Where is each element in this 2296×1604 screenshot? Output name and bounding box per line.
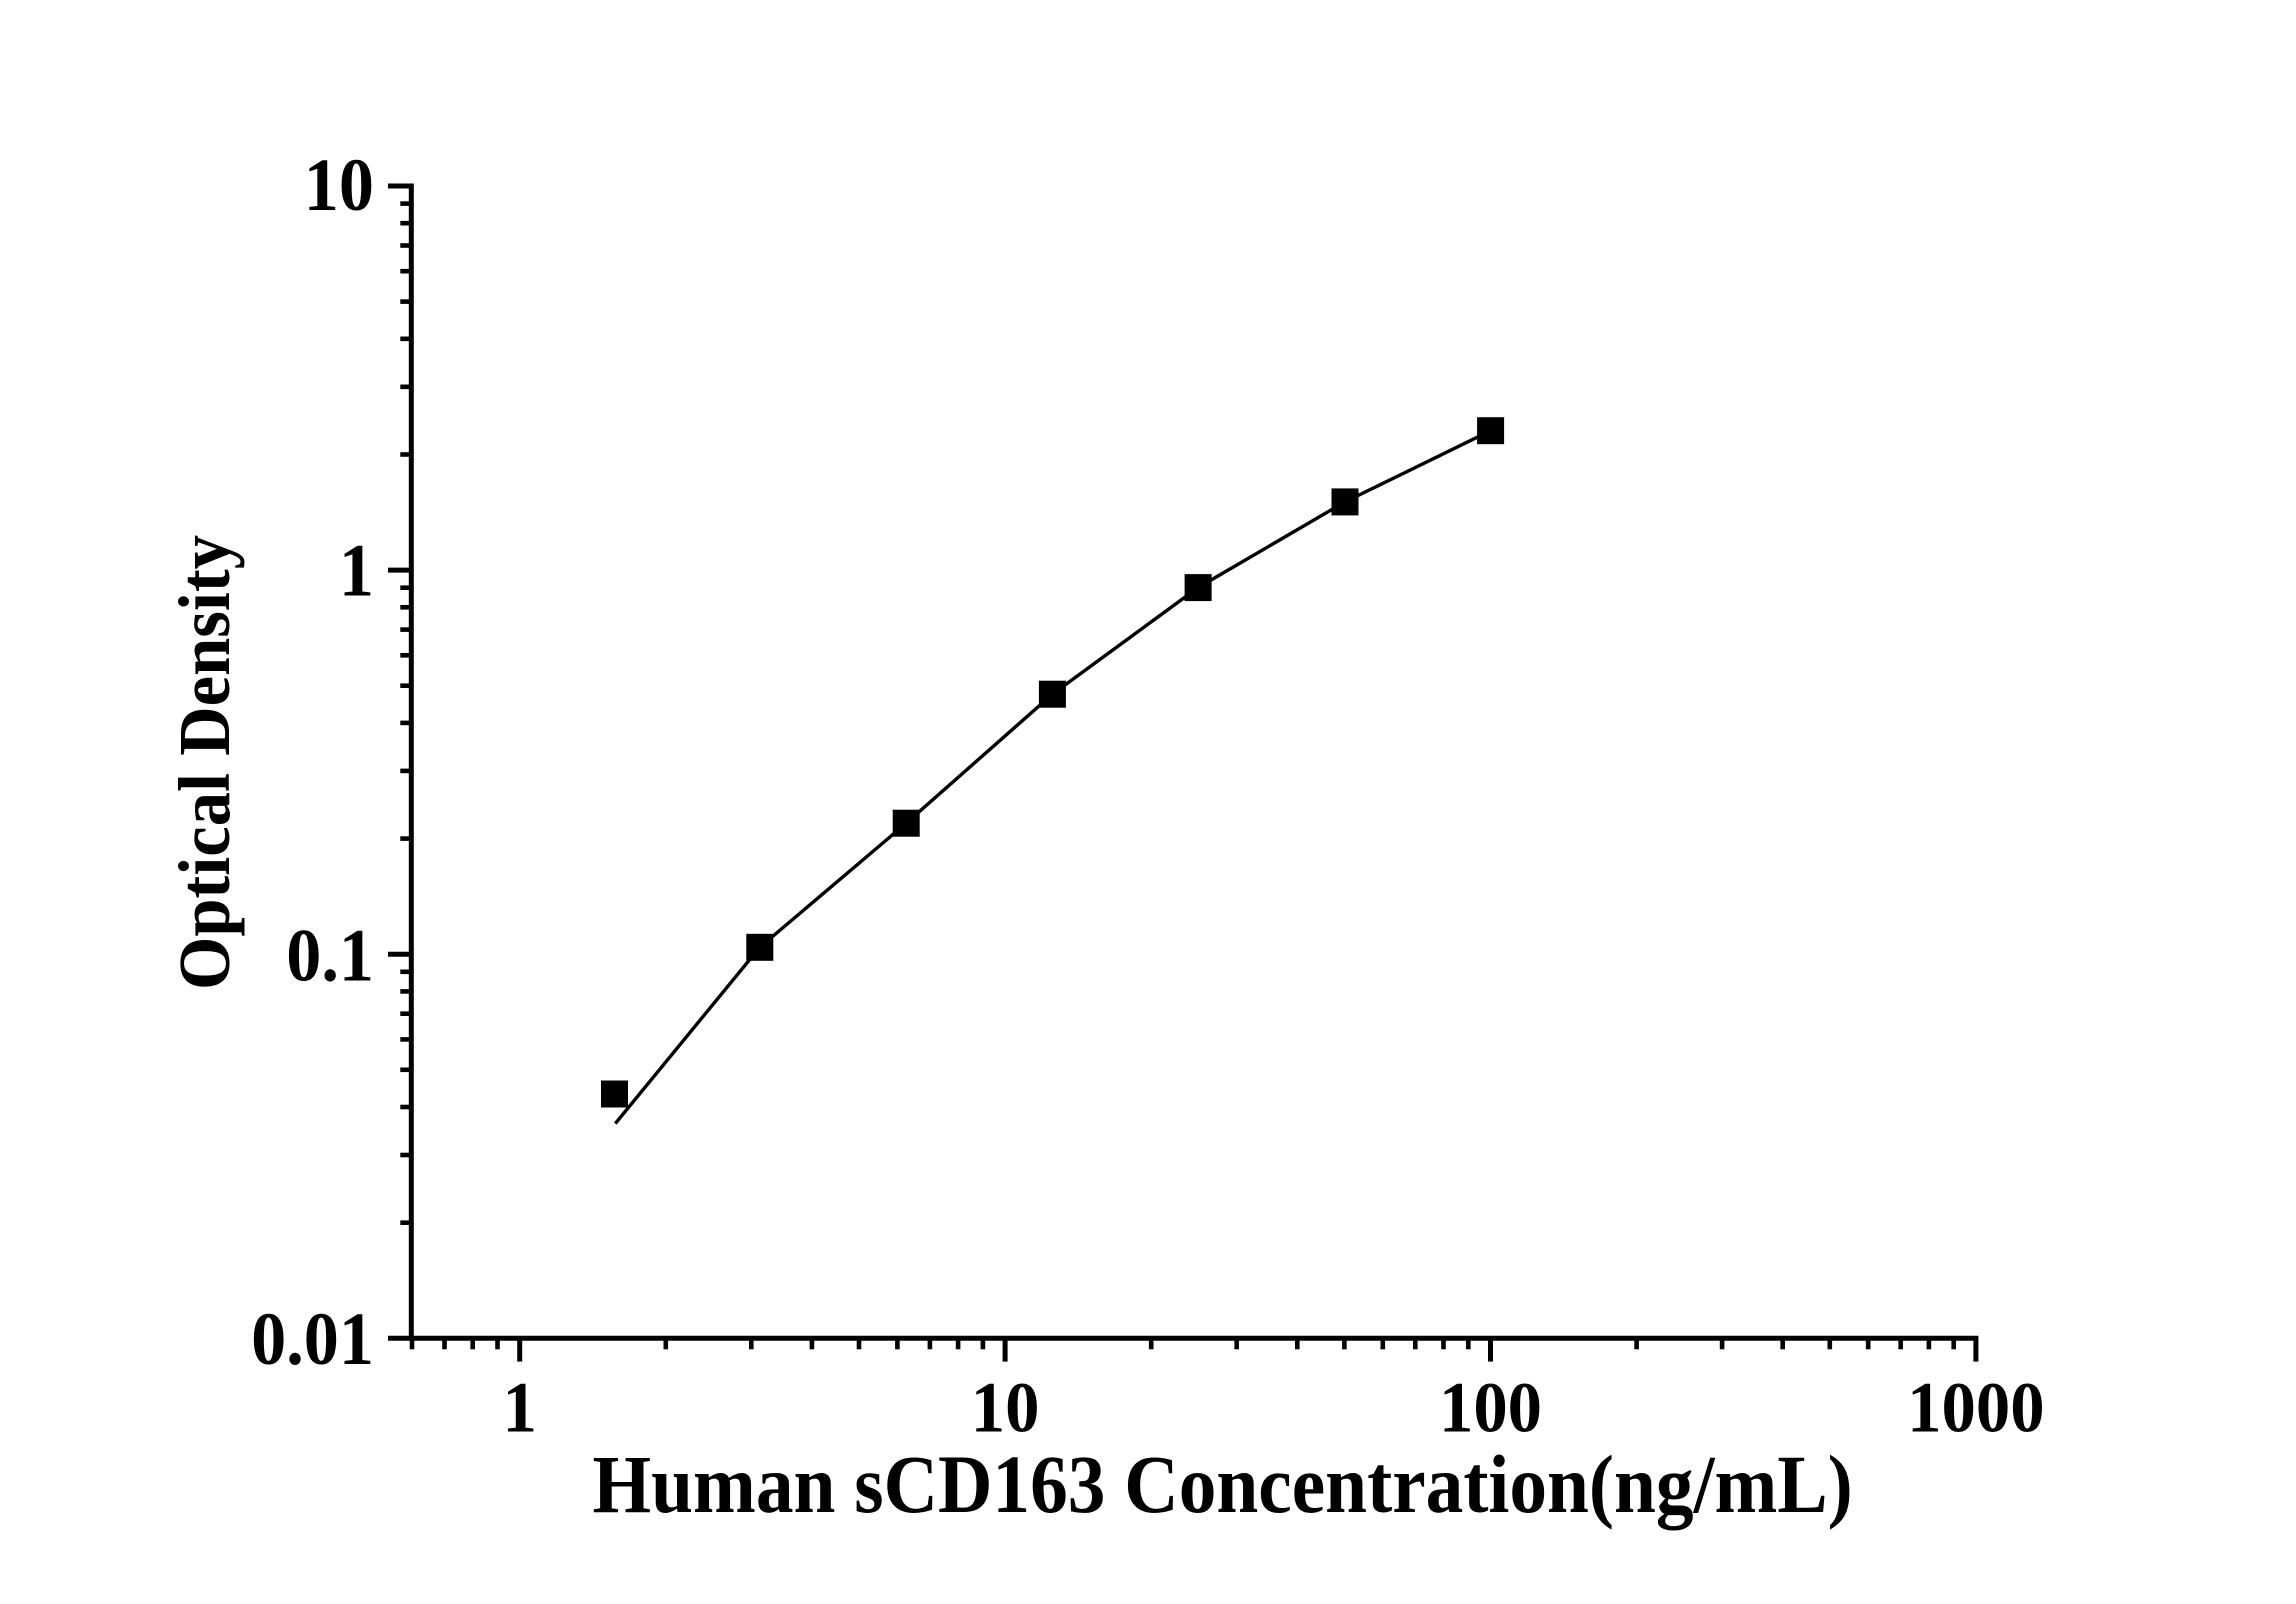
svg-text:0.01: 0.01 [251,1297,374,1381]
svg-text:1: 1 [503,1368,537,1448]
svg-text:100: 100 [1439,1368,1542,1448]
svg-text:Optical Density: Optical Density [165,535,246,990]
svg-text:1: 1 [339,528,374,612]
svg-text:Human sCD163 Concentration(ng/: Human sCD163 Concentration(ng/mL) [593,1439,1853,1531]
svg-text:0.1: 0.1 [286,913,374,997]
svg-text:1000: 1000 [1907,1368,2044,1448]
svg-text:10: 10 [304,143,374,227]
svg-text:10: 10 [971,1368,1040,1448]
